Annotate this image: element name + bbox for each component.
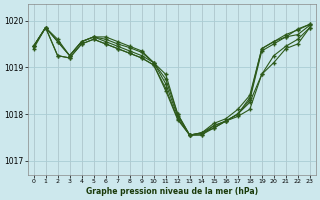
X-axis label: Graphe pression niveau de la mer (hPa): Graphe pression niveau de la mer (hPa)	[86, 187, 258, 196]
